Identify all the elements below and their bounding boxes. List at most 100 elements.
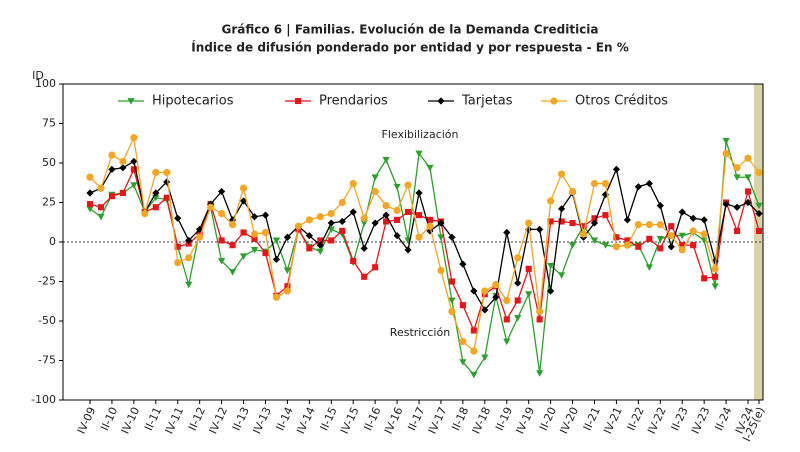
data-point (689, 214, 697, 222)
data-point (536, 307, 544, 316)
data-point (108, 193, 115, 200)
data-point (239, 197, 248, 205)
data-point (448, 233, 456, 241)
data-point (645, 221, 653, 229)
data-point (349, 208, 357, 216)
data-point (119, 157, 127, 166)
projection-band (754, 84, 763, 400)
data-point (601, 179, 610, 188)
data-point (316, 241, 324, 249)
legend-marker (437, 97, 445, 105)
data-point (250, 213, 259, 221)
data-point (623, 216, 631, 224)
x-tick-label: II-14 (274, 405, 296, 433)
data-point (503, 338, 511, 346)
data-point (645, 179, 653, 188)
data-point (130, 157, 138, 166)
data-point (262, 250, 269, 257)
data-point (744, 188, 752, 195)
data-point (174, 258, 182, 267)
data-point (97, 213, 105, 221)
x-tick-label: II-17 (405, 405, 427, 433)
data-point (569, 219, 576, 227)
x-tick-label: II-12 (186, 405, 208, 433)
legend-marker (294, 97, 302, 105)
data-point (700, 230, 708, 238)
data-point (711, 283, 719, 290)
y-tick-label: 100 (35, 77, 56, 90)
x-tick-label: II-19 (493, 405, 515, 433)
data-point (492, 293, 500, 301)
data-point (459, 302, 466, 309)
data-point (459, 337, 467, 346)
data-point (547, 262, 555, 270)
data-point (272, 293, 281, 301)
data-point (536, 316, 543, 323)
data-point (250, 247, 259, 254)
data-point (689, 227, 697, 235)
data-point (547, 197, 555, 205)
y-tick-label: 0 (49, 235, 56, 248)
data-point (755, 209, 763, 218)
data-point (744, 154, 752, 162)
data-point (470, 347, 478, 355)
data-point (492, 281, 500, 289)
data-point (261, 211, 270, 219)
y-tick-label: 25 (42, 196, 56, 209)
x-tick-label: II-13 (230, 405, 252, 433)
data-point (514, 254, 522, 262)
data-point (602, 212, 609, 219)
x-tick-label: IV-19 (513, 405, 537, 436)
data-point (108, 151, 116, 159)
data-point (349, 179, 357, 188)
data-point (393, 232, 401, 240)
data-point (536, 225, 544, 233)
data-point (579, 230, 588, 238)
data-point (350, 257, 357, 265)
x-tick-label: IV-12 (206, 405, 230, 436)
x-tick-label: II-16 (361, 405, 383, 433)
legend-text: Prendarios (319, 94, 388, 109)
data-point (152, 189, 160, 197)
data-point (755, 202, 763, 210)
data-point (712, 273, 719, 280)
data-point (733, 164, 741, 172)
data-point (711, 257, 719, 265)
x-tick-label: IV-23 (689, 405, 713, 436)
legend-marker (550, 97, 558, 105)
data-point (163, 168, 171, 177)
data-point (415, 189, 423, 197)
data-point (635, 243, 642, 250)
data-point (525, 219, 533, 227)
data-point (218, 237, 225, 244)
data-point (306, 245, 313, 252)
data-point (459, 359, 467, 366)
data-point (426, 227, 434, 235)
data-point (294, 222, 302, 230)
data-point (327, 209, 335, 218)
y-axis-label: ID (32, 69, 44, 82)
data-point (272, 237, 281, 245)
data-point (283, 267, 292, 275)
data-point (361, 273, 368, 280)
data-point (130, 134, 138, 142)
data-point (557, 272, 566, 279)
data-point (130, 182, 138, 189)
x-tick-label: IV-10 (119, 405, 143, 436)
data-point (86, 205, 94, 213)
data-point (547, 287, 555, 295)
x-tick-label: II-24 (712, 405, 734, 433)
legend-text: Hipotecarios (152, 94, 234, 109)
data-point (459, 260, 467, 268)
data-point (119, 189, 126, 197)
data-point (305, 216, 313, 224)
data-point (305, 232, 313, 240)
x-tick-label: II-11 (142, 405, 164, 433)
data-point (733, 174, 741, 181)
data-point (404, 208, 412, 216)
x-tick-label: IV-13 (250, 405, 274, 436)
x-tick-label: IV-09 (75, 405, 99, 436)
data-point (383, 218, 390, 225)
y-tick-label: -100 (31, 393, 56, 406)
data-point (86, 189, 94, 197)
